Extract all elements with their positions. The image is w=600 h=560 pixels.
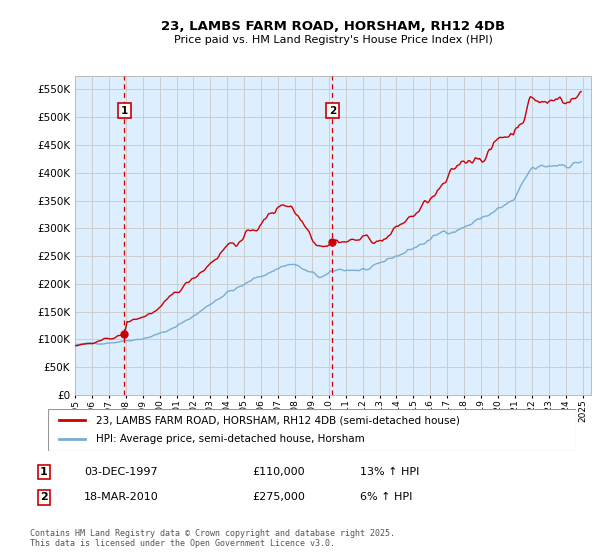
Text: 6% ↑ HPI: 6% ↑ HPI xyxy=(360,492,412,502)
Text: 18-MAR-2010: 18-MAR-2010 xyxy=(84,492,159,502)
Text: Contains HM Land Registry data © Crown copyright and database right 2025.
This d: Contains HM Land Registry data © Crown c… xyxy=(30,529,395,548)
Text: 03-DEC-1997: 03-DEC-1997 xyxy=(84,467,158,477)
Text: £275,000: £275,000 xyxy=(252,492,305,502)
Text: 1: 1 xyxy=(121,106,128,116)
Text: £110,000: £110,000 xyxy=(252,467,305,477)
Text: 23, LAMBS FARM ROAD, HORSHAM, RH12 4DB: 23, LAMBS FARM ROAD, HORSHAM, RH12 4DB xyxy=(161,20,505,34)
Text: Price paid vs. HM Land Registry's House Price Index (HPI): Price paid vs. HM Land Registry's House … xyxy=(173,35,493,45)
Text: 13% ↑ HPI: 13% ↑ HPI xyxy=(360,467,419,477)
Text: 1: 1 xyxy=(40,467,47,477)
Text: 23, LAMBS FARM ROAD, HORSHAM, RH12 4DB (semi-detached house): 23, LAMBS FARM ROAD, HORSHAM, RH12 4DB (… xyxy=(95,415,460,425)
Text: HPI: Average price, semi-detached house, Horsham: HPI: Average price, semi-detached house,… xyxy=(95,435,364,445)
Text: 2: 2 xyxy=(329,106,336,116)
Text: 2: 2 xyxy=(40,492,47,502)
